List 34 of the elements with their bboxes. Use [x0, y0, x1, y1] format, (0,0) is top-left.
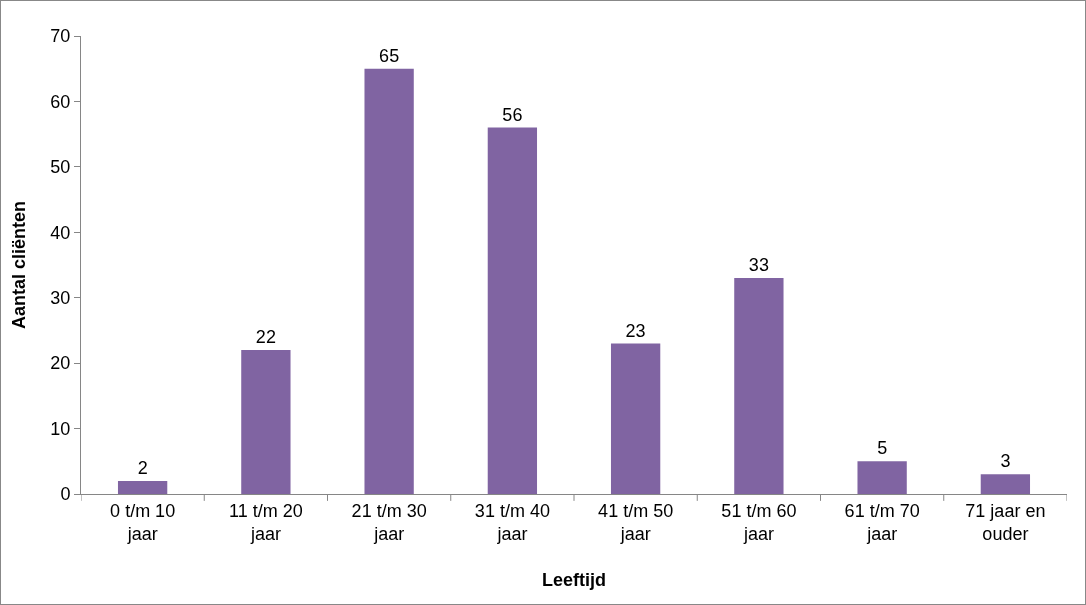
y-tick-label: 50 — [50, 157, 71, 178]
bar — [734, 278, 784, 494]
bar — [610, 343, 661, 494]
x-tick-label: 71 jaar en ouder — [965, 500, 1046, 544]
y-tick-label: 0 — [60, 484, 71, 505]
bar — [487, 127, 538, 494]
data-label: 5 — [877, 438, 888, 459]
bar — [980, 474, 1031, 494]
data-label: 56 — [502, 104, 523, 125]
y-tick-label: 20 — [50, 353, 71, 374]
data-label: 3 — [1000, 451, 1011, 472]
y-tick-label: 60 — [50, 91, 71, 112]
bar — [364, 68, 414, 494]
x-tick-label: 51 t/m 60 jaar — [721, 500, 797, 544]
y-tick-label: 70 — [50, 26, 71, 47]
data-label: 33 — [748, 255, 769, 276]
data-label: 2 — [137, 457, 148, 478]
bar — [857, 461, 907, 494]
y-tick-label: 40 — [50, 222, 71, 243]
data-label: 65 — [379, 45, 400, 66]
x-tick-label: 0 t/m 10 jaar — [110, 500, 176, 544]
data-label: 22 — [255, 327, 276, 348]
bar — [241, 350, 291, 494]
bar — [117, 480, 168, 494]
y-tick-label: 10 — [50, 418, 71, 439]
y-axis-title: Aantal cliënten — [8, 200, 29, 330]
y-tick-label: 30 — [50, 288, 71, 309]
data-label: 23 — [625, 320, 646, 341]
x-tick-label: 61 t/m 70 jaar — [844, 500, 920, 544]
x-tick-label: 31 t/m 40 jaar — [474, 500, 550, 544]
x-axis-title: Leeftijd — [541, 570, 607, 591]
x-tick-label: 21 t/m 30 jaar — [351, 500, 427, 544]
x-tick-label: 41 t/m 50 jaar — [598, 500, 674, 544]
x-tick-label: 11 t/m 20 jaar — [229, 500, 303, 544]
